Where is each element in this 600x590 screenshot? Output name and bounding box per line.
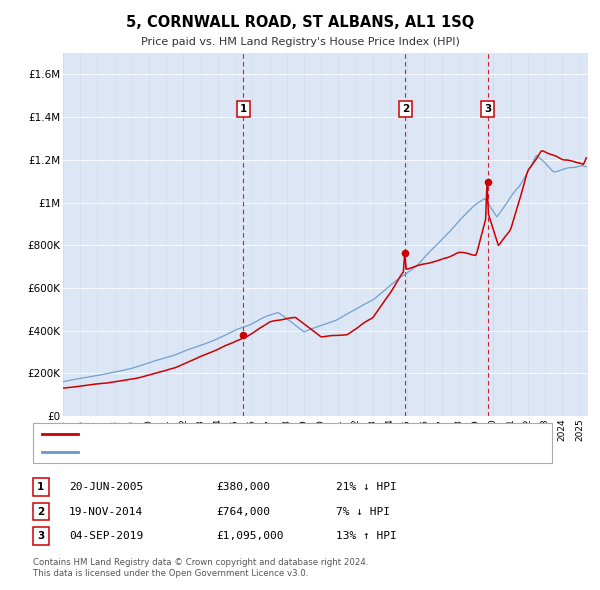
Text: Contains HM Land Registry data © Crown copyright and database right 2024.
This d: Contains HM Land Registry data © Crown c… [33,558,368,578]
Text: 2: 2 [402,104,409,114]
Text: HPI: Average price, detached house, St Albans: HPI: Average price, detached house, St A… [82,447,314,457]
Text: 1: 1 [239,104,247,114]
Text: 7% ↓ HPI: 7% ↓ HPI [336,507,390,516]
Text: Price paid vs. HM Land Registry's House Price Index (HPI): Price paid vs. HM Land Registry's House … [140,37,460,47]
Text: 5, CORNWALL ROAD, ST ALBANS, AL1 1SQ: 5, CORNWALL ROAD, ST ALBANS, AL1 1SQ [126,15,474,30]
Text: 20-JUN-2005: 20-JUN-2005 [69,482,143,491]
Text: 1: 1 [37,482,44,491]
Text: 3: 3 [37,532,44,541]
Text: £1,095,000: £1,095,000 [216,532,284,541]
Text: 5, CORNWALL ROAD, ST ALBANS, AL1 1SQ (detached house): 5, CORNWALL ROAD, ST ALBANS, AL1 1SQ (de… [82,430,385,440]
Text: £380,000: £380,000 [216,482,270,491]
Text: 04-SEP-2019: 04-SEP-2019 [69,532,143,541]
Text: 2: 2 [37,507,44,516]
Text: 21% ↓ HPI: 21% ↓ HPI [336,482,397,491]
Text: 19-NOV-2014: 19-NOV-2014 [69,507,143,516]
Text: 3: 3 [484,104,491,114]
Text: £764,000: £764,000 [216,507,270,516]
Text: 13% ↑ HPI: 13% ↑ HPI [336,532,397,541]
